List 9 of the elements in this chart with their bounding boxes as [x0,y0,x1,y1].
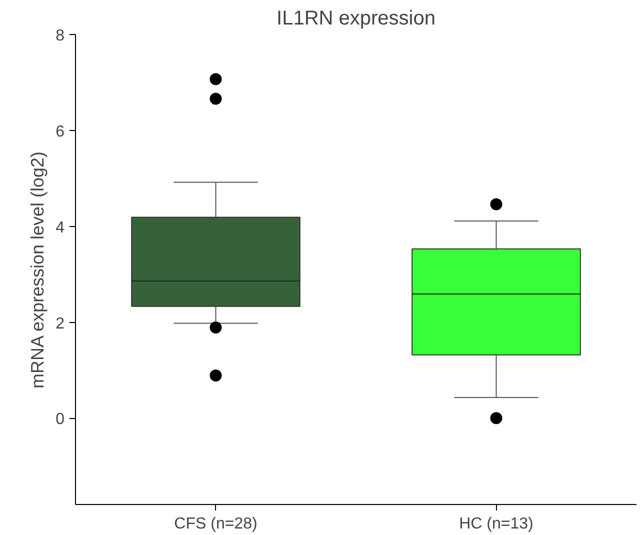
chart-title: IL1RN expression [276,8,436,30]
y-tick-label: 2 [56,315,65,332]
x-tick-label: CFS (n=28) [174,516,258,532]
y-tick-label: 4 [56,219,65,236]
y-tick-label: 6 [56,123,65,140]
y-tick-label: 8 [56,28,65,44]
x-tick-label: HC (n=13) [459,516,534,532]
y-axis-title: mRNA expression level (log2) [28,151,48,389]
y-tick-label: 0 [56,411,65,428]
